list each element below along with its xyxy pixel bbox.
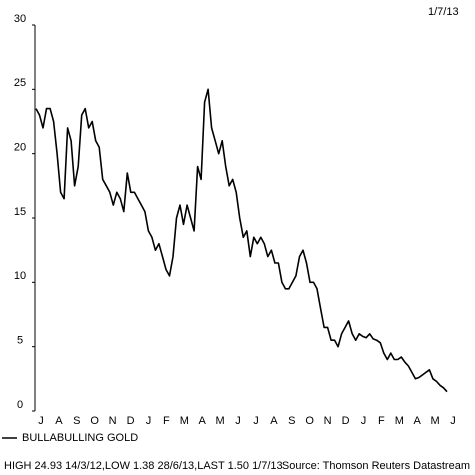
x-tick-label: M	[216, 415, 225, 427]
footer-stats: HIGH 24.93 14/3/12,LOW 1.38 28/6/13,LAST…	[4, 460, 283, 472]
x-tick-label: S	[288, 415, 295, 427]
x-tick-label: F	[378, 415, 385, 427]
chart-date: 1/7/13	[428, 6, 459, 18]
source: Source: Thomson Reuters Datastream	[282, 460, 470, 472]
y-tick-label: 20	[14, 142, 26, 154]
x-tick-label: M	[180, 415, 189, 427]
legend-label: BULLABULLING GOLD	[22, 432, 138, 444]
x-tick-label: A	[55, 415, 63, 427]
y-tick-label: 30	[14, 13, 26, 25]
x-tick-label: J	[235, 415, 241, 427]
x-tick-label: J	[38, 415, 44, 427]
x-tick-label: N	[109, 415, 117, 427]
y-tick-label: 0	[17, 399, 23, 411]
x-tick-label: M	[431, 415, 440, 427]
x-tick-label: J	[450, 415, 456, 427]
x-tick-label: A	[414, 415, 422, 427]
x-tick-label: F	[163, 415, 170, 427]
x-tick-label: O	[90, 415, 99, 427]
y-tick-label: 25	[14, 77, 26, 89]
y-tick-label: 15	[14, 206, 26, 218]
x-tick-label: S	[73, 415, 80, 427]
x-tick-label: J	[253, 415, 259, 427]
x-tick-label: M	[395, 415, 404, 427]
x-tick-label: J	[361, 415, 367, 427]
y-tick-label: 5	[17, 335, 23, 347]
x-tick-label: A	[270, 415, 278, 427]
x-tick-label: D	[342, 415, 350, 427]
series-line	[35, 88, 448, 393]
y-tick-label: 10	[14, 270, 26, 282]
x-tick-label: A	[199, 415, 207, 427]
x-tick-label: O	[305, 415, 314, 427]
x-tick-label: N	[324, 415, 332, 427]
x-tick-label: D	[127, 415, 135, 427]
x-tick-label: J	[146, 415, 152, 427]
